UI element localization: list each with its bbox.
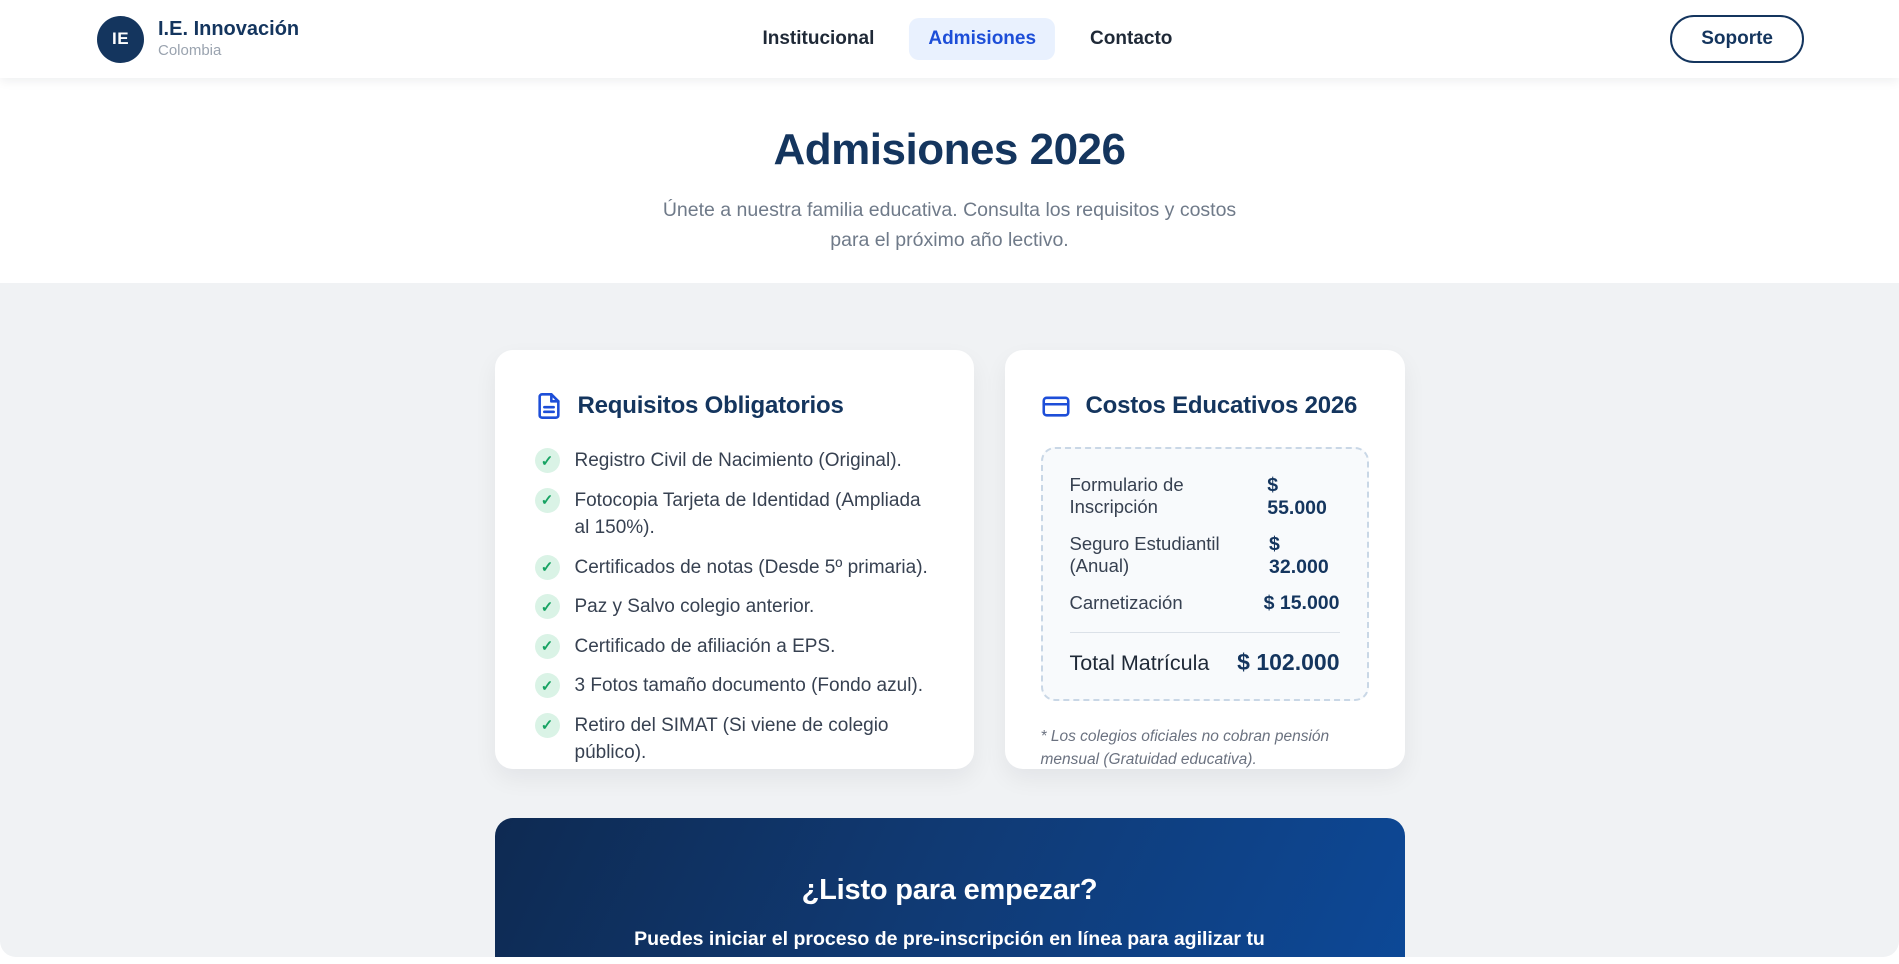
cost-label: Carnetización — [1069, 592, 1183, 613]
nav-item-admisiones[interactable]: Admisiones — [909, 18, 1056, 60]
nav-item-contacto[interactable]: Contacto — [1071, 18, 1191, 60]
header: IE I.E. Innovación Colombia Instituciona… — [0, 0, 1899, 78]
brand-subtitle: Colombia — [158, 42, 222, 60]
total-label: Total Matrícula — [1069, 651, 1210, 675]
cost-value: $ 55.000 — [1267, 474, 1327, 519]
cost-value: $ 15.000 — [1263, 592, 1340, 614]
requirement-text: Paz y Salvo colegio anterior. — [574, 596, 815, 618]
costs-card-title: Costos Educativos 2026 — [1085, 392, 1358, 419]
cta-subtitle: Puedes iniciar el proceso de pre-inscrip… — [634, 928, 1265, 950]
cost-value: $ 32.000 — [1269, 533, 1329, 578]
cost-row: Carnetización $ 15.000 — [1070, 592, 1340, 615]
requirements-list: ✓ Registro Civil de Nacimiento (Original… — [534, 447, 934, 767]
cost-label: Seguro Estudiantil (Anual) — [1069, 533, 1220, 576]
brand-name: I.E. Innovación — [158, 18, 300, 41]
content-section: Requisitos Obligatorios ✓ Registro Civil… — [0, 283, 1899, 957]
file-text-icon — [537, 393, 560, 419]
list-item: ✓ Fotocopia Tarjeta de Identidad (Amplia… — [534, 487, 934, 542]
requirements-card-header: Requisitos Obligatorios — [535, 392, 934, 420]
costs-box: Formulario de Inscripción $ 55.000 Segur… — [1040, 447, 1369, 701]
costs-card-header: Costos Educativos 2026 — [1041, 392, 1369, 420]
check-icon: ✓ — [534, 633, 560, 659]
requirement-text: Retiro del SIMAT (Si viene de colegio pú… — [574, 714, 889, 764]
requirements-card: Requisitos Obligatorios ✓ Registro Civil… — [494, 350, 974, 769]
school-logo: IE — [97, 15, 144, 63]
check-icon: ✓ — [534, 673, 560, 699]
brand: IE I.E. Innovación Colombia — [97, 15, 299, 63]
cta-title: ¿Listo para empezar? — [801, 874, 1098, 906]
total-value: $ 102.000 — [1237, 649, 1340, 675]
cost-row: Formulario de Inscripción $ 55.000 — [1070, 474, 1340, 520]
cards-row: Requisitos Obligatorios ✓ Registro Civil… — [494, 283, 1405, 769]
list-item: ✓ Certificado de afiliación a EPS. — [534, 633, 934, 661]
nav-item-institucional[interactable]: Institucional — [743, 18, 893, 60]
page-title: Admisiones 2026 — [773, 125, 1127, 174]
check-icon: ✓ — [534, 448, 560, 473]
cost-row: Seguro Estudiantil (Anual) $ 32.000 — [1070, 533, 1340, 579]
list-item: ✓ Certificados de notas (Desde 5º primar… — [534, 554, 934, 582]
list-item: ✓ Paz y Salvo colegio anterior. — [534, 593, 934, 621]
cta-banner: ¿Listo para empezar? Puedes iniciar el p… — [494, 818, 1405, 957]
requirements-card-title: Requisitos Obligatorios — [577, 392, 844, 419]
support-button[interactable]: Soporte — [1670, 15, 1804, 63]
total-row: Total Matrícula $ 102.000 — [1070, 649, 1340, 676]
requirement-text: Fotocopia Tarjeta de Identidad (Ampliada… — [574, 489, 921, 539]
page-subtitle: Únete a nuestra familia educativa. Consu… — [662, 199, 1237, 252]
credit-card-icon — [1041, 396, 1070, 417]
check-icon: ✓ — [534, 554, 560, 580]
requirement-text: Registro Civil de Nacimiento (Original). — [574, 450, 902, 471]
list-item: ✓ Registro Civil de Nacimiento (Original… — [534, 447, 934, 475]
list-item: ✓ Retiro del SIMAT (Si viene de colegio … — [534, 712, 934, 767]
costs-footnote: * Los colegios oficiales no cobran pensi… — [1040, 728, 1330, 769]
check-icon: ✓ — [534, 594, 560, 620]
check-icon: ✓ — [534, 487, 560, 513]
costs-card: Costos Educativos 2026 Formulario de Ins… — [1004, 350, 1405, 769]
requirement-text: Certificados de notas (Desde 5º primaria… — [574, 556, 928, 578]
hero-section: Admisiones 2026 Únete a nuestra familia … — [0, 78, 1899, 283]
brand-text: I.E. Innovación Colombia — [158, 17, 299, 61]
main-nav: Institucional Admisiones Contacto — [743, 18, 1191, 60]
requirement-text: 3 Fotos tamaño documento (Fondo azul). — [574, 675, 924, 697]
check-icon: ✓ — [534, 712, 560, 738]
cost-label: Formulario de Inscripción — [1069, 474, 1184, 517]
divider — [1069, 632, 1340, 633]
requirement-text: Certificado de afiliación a EPS. — [574, 635, 836, 657]
list-item: ✓ 3 Fotos tamaño documento (Fondo azul). — [534, 672, 934, 700]
